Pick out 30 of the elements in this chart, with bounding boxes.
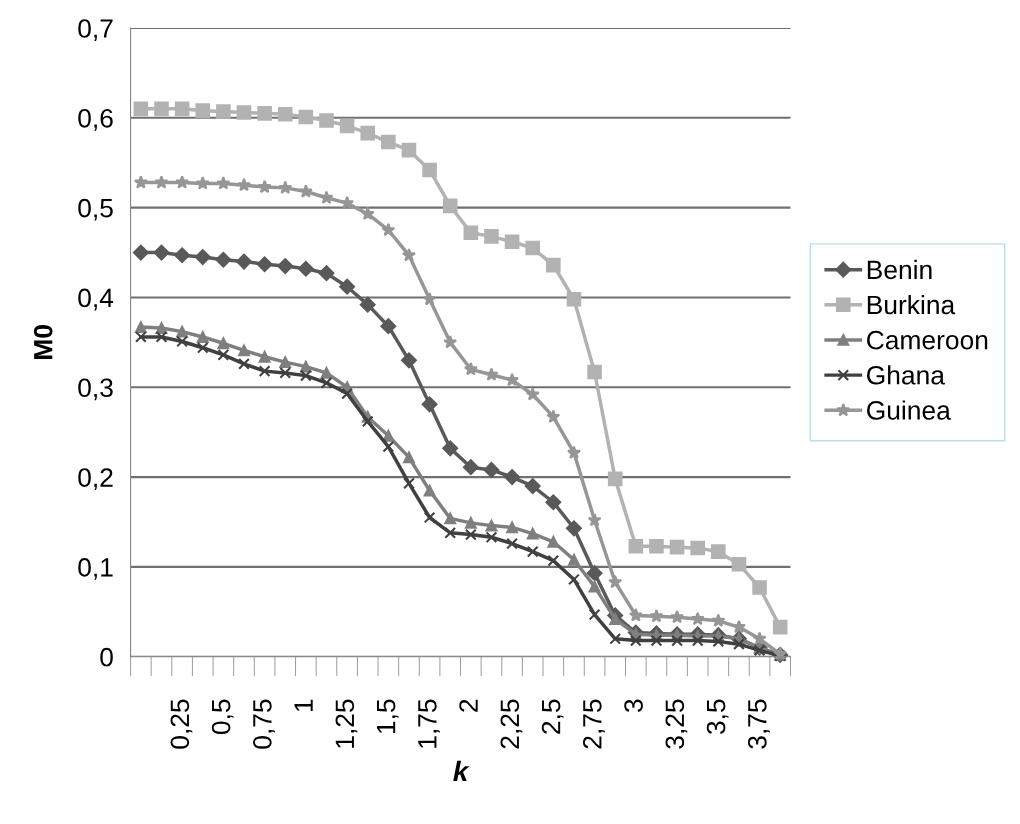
x-tick-label: 2 <box>459 699 478 712</box>
legend-label: Burkina <box>867 294 956 315</box>
x-tick-label: 2,5 <box>541 699 564 734</box>
y-tick-label: 0,4 <box>78 288 114 311</box>
x-tick-label: 0,25 <box>170 699 193 749</box>
x-tick-label: 1,5 <box>377 699 399 734</box>
y-tick-label: 0,3 <box>78 378 113 401</box>
legend-label: Cameroon <box>867 330 988 350</box>
y-tick-label: 0,6 <box>78 108 113 131</box>
x-tick-label: 1,25 <box>335 699 358 748</box>
x-tick-label: 1,75 <box>418 699 440 748</box>
x-tick-label: 0,5 <box>211 699 234 735</box>
y-axis-title: M0 <box>33 325 53 359</box>
x-tick-label: 3,75 <box>747 699 770 749</box>
legend-label: Benin <box>867 259 932 280</box>
x-tick-label: 2,75 <box>582 699 605 749</box>
x-tick-label: 3,5 <box>706 699 729 735</box>
y-tick-label: 0,2 <box>78 468 113 491</box>
x-tick-label: 0,75 <box>253 699 275 749</box>
y-tick-label: 0,7 <box>78 19 113 41</box>
x-tick-label: 2,25 <box>500 699 523 749</box>
legend-label: Guinea <box>867 400 951 420</box>
x-tick-label: 1 <box>294 699 313 712</box>
x-tick-label: 3 <box>624 699 643 713</box>
y-tick-label: 0,5 <box>78 198 113 221</box>
y-tick-label: 0 <box>100 647 113 667</box>
x-axis-title: k <box>453 760 470 781</box>
legend-label: Ghana <box>867 365 945 385</box>
y-tick-label: 0,1 <box>78 558 113 580</box>
x-tick-label: 3,25 <box>665 699 688 749</box>
